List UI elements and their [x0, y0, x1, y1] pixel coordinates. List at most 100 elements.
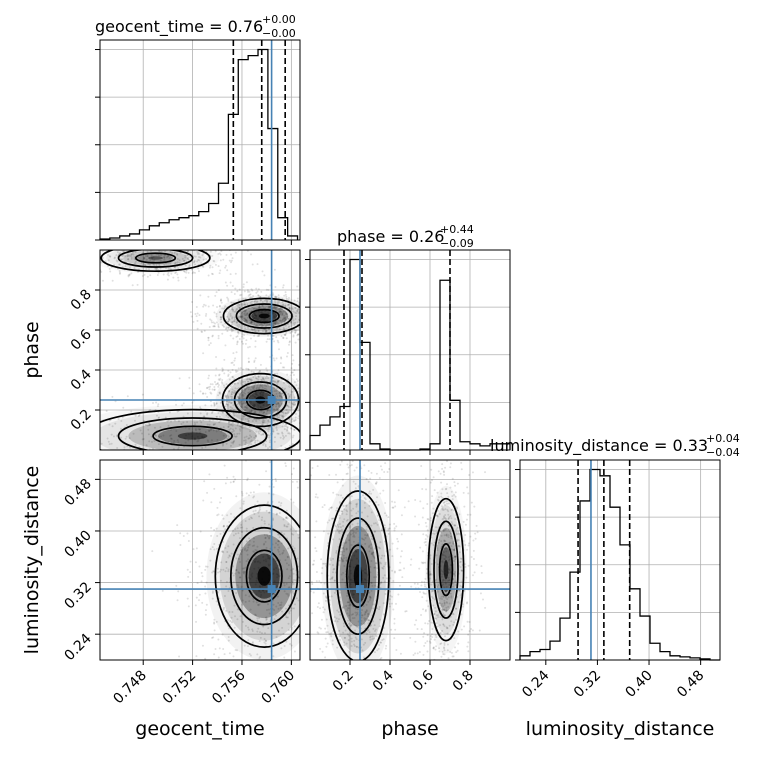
sample-point [126, 255, 129, 258]
sample-point [333, 591, 336, 594]
sample-point [344, 542, 347, 545]
sample-point [225, 560, 228, 563]
sample-point [206, 464, 208, 466]
sample-point [90, 262, 92, 264]
title-geocent-time-lower: −0.00 [262, 27, 296, 40]
sample-point [235, 495, 238, 498]
density-contour [100, 408, 300, 450]
sample-point [283, 388, 286, 391]
sample-point [443, 503, 446, 506]
sample-point [240, 315, 243, 318]
sample-point [78, 454, 80, 456]
sample-point [266, 670, 268, 672]
sample-point [275, 381, 278, 384]
sample-point [334, 620, 337, 623]
sample-point [338, 514, 341, 517]
sample-point [166, 255, 169, 258]
sample-point [134, 260, 137, 263]
sample-point [269, 439, 272, 442]
sample-point [293, 323, 296, 326]
sample-point [233, 666, 235, 668]
sample-point [320, 581, 323, 584]
sample-point [454, 558, 457, 561]
sample-point [441, 560, 444, 563]
sample-point [240, 530, 243, 533]
sample-point [237, 401, 240, 404]
sample-point [62, 441, 64, 443]
sample-point [346, 463, 349, 466]
sample-point [343, 550, 346, 553]
sample-point [323, 608, 326, 611]
sample-point [294, 318, 297, 321]
sample-point [277, 308, 280, 311]
sample-point [265, 388, 268, 391]
sample-point [379, 561, 382, 564]
sample-point [295, 329, 298, 332]
sample-point [197, 428, 200, 431]
sample-point [240, 315, 243, 318]
sample-point [211, 266, 214, 269]
sample-point [224, 394, 227, 397]
sample-point [196, 260, 199, 263]
sample-point [287, 299, 290, 302]
sample-point [150, 473, 152, 475]
sample-point [393, 570, 396, 573]
sample-point [238, 316, 241, 319]
sample-point [108, 268, 111, 271]
sample-point [312, 563, 315, 566]
sample-point [376, 649, 379, 652]
sample-point [345, 509, 348, 512]
sample-point [319, 647, 322, 650]
sample-point [267, 523, 270, 526]
sample-point [243, 318, 246, 321]
sample-point [364, 542, 367, 545]
sample-point [244, 327, 247, 330]
sample-point [453, 574, 456, 577]
sample-point [231, 572, 234, 575]
sample-point [275, 309, 278, 312]
sample-point [293, 625, 296, 628]
sample-point [383, 444, 385, 446]
sample-point [275, 513, 278, 516]
sample-point [277, 451, 279, 453]
sample-point [226, 524, 229, 527]
sample-point [114, 471, 116, 473]
sample-point [328, 632, 331, 635]
sample-point [399, 569, 402, 572]
sample-point [210, 392, 213, 395]
sample-point [225, 561, 228, 564]
sample-point [345, 605, 348, 608]
sample-point [121, 258, 124, 261]
sample-point [373, 463, 375, 465]
sample-point [213, 622, 216, 625]
sample-point [278, 404, 281, 407]
sample-point [432, 647, 435, 650]
sample-point [165, 262, 168, 265]
sample-point [201, 601, 204, 604]
sample-point [287, 318, 290, 321]
sample-point [236, 304, 239, 307]
sample-point [277, 405, 280, 408]
sample-point [312, 303, 314, 305]
sample-point [118, 272, 121, 275]
sample-point [244, 417, 247, 420]
sample-point [141, 432, 144, 435]
density-contour [117, 250, 194, 268]
sample-point [147, 248, 149, 250]
sample-point [175, 403, 178, 406]
sample-point [255, 388, 258, 391]
sample-point [211, 571, 214, 574]
sample-point [303, 558, 305, 560]
sample-point [68, 261, 70, 263]
sample-point [242, 415, 245, 418]
sample-point [289, 609, 292, 612]
sample-point [301, 323, 303, 325]
sample-point [334, 434, 336, 436]
sample-point [215, 402, 218, 405]
sample-point [293, 404, 296, 407]
sample-point [389, 548, 392, 551]
sample-point [194, 561, 197, 564]
sample-point [233, 293, 236, 296]
sample-point [178, 655, 181, 658]
sample-point [364, 641, 367, 644]
